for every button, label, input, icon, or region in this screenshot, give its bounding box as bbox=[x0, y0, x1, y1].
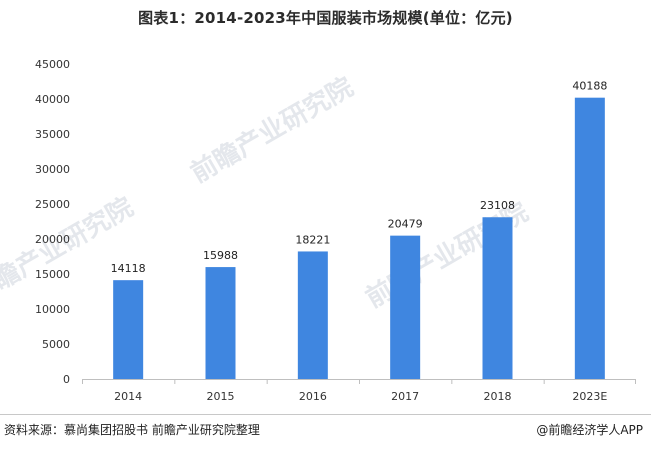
data-label-2014: 14118 bbox=[111, 262, 146, 275]
x-tick-label: 2018 bbox=[484, 390, 512, 403]
y-tick-label: 15000 bbox=[35, 268, 70, 281]
y-tick-label: 0 bbox=[63, 373, 70, 386]
data-label-2023E: 40188 bbox=[572, 80, 607, 93]
y-tick-label: 40000 bbox=[35, 93, 70, 106]
bar-2014 bbox=[113, 280, 144, 379]
bars bbox=[113, 97, 605, 380]
bar-2015 bbox=[205, 267, 236, 379]
data-labels: 14118 15988 18221 20479 23108 40188 bbox=[111, 80, 608, 275]
y-tick-label: 35000 bbox=[35, 128, 70, 141]
footer-divider bbox=[0, 414, 651, 415]
source-note: 资料来源：慕尚集团招股书 前瞻产业研究院整理 bbox=[4, 423, 260, 437]
x-axis: 2014 2015 2016 2017 2018 2023E bbox=[82, 379, 636, 403]
x-tick-label: 2023E bbox=[572, 390, 607, 403]
data-label-2015: 15988 bbox=[203, 249, 238, 262]
chart-title: 图表1：2014-2023年中国服装市场规模(单位：亿元) bbox=[138, 9, 513, 27]
bar-2016 bbox=[297, 251, 328, 379]
data-label-2016: 18221 bbox=[295, 233, 330, 246]
y-tick-label: 20000 bbox=[35, 233, 70, 246]
brand-credit: @前瞻经济学人APP bbox=[536, 423, 643, 437]
bar-2018 bbox=[482, 217, 513, 379]
data-label-2018: 23108 bbox=[480, 199, 515, 212]
bar-2023E bbox=[574, 97, 605, 380]
y-tick-label: 10000 bbox=[35, 303, 70, 316]
x-tick-label: 2016 bbox=[299, 390, 327, 403]
y-tick-label: 5000 bbox=[42, 338, 70, 351]
bar-chart: 0 5000 10000 15000 20000 25000 30000 35000 40000… bbox=[35, 58, 636, 403]
x-tick-label: 2015 bbox=[207, 390, 235, 403]
y-tick-label: 45000 bbox=[35, 58, 70, 71]
bar-2017 bbox=[390, 235, 421, 379]
y-tick-label: 25000 bbox=[35, 198, 70, 211]
x-tick-label: 2014 bbox=[114, 390, 142, 403]
y-axis: 0 5000 10000 15000 20000 25000 30000 35000 40000… bbox=[35, 58, 70, 386]
data-label-2017: 20479 bbox=[388, 218, 423, 231]
x-tick-label: 2017 bbox=[391, 390, 419, 403]
y-tick-label: 30000 bbox=[35, 163, 70, 176]
